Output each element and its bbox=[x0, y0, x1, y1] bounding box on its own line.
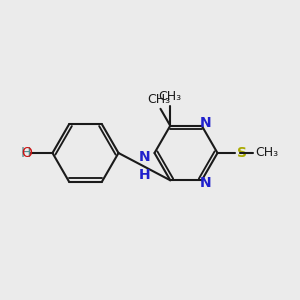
Text: N: N bbox=[200, 116, 212, 130]
Text: CH₃: CH₃ bbox=[159, 90, 182, 103]
Text: H: H bbox=[20, 146, 31, 160]
Text: N: N bbox=[200, 176, 212, 190]
Text: CH₃: CH₃ bbox=[256, 146, 279, 160]
Text: O: O bbox=[21, 146, 32, 160]
Text: CH₃: CH₃ bbox=[147, 93, 171, 106]
Text: S: S bbox=[237, 146, 247, 160]
Text: N: N bbox=[139, 150, 150, 164]
Text: H: H bbox=[139, 168, 150, 182]
